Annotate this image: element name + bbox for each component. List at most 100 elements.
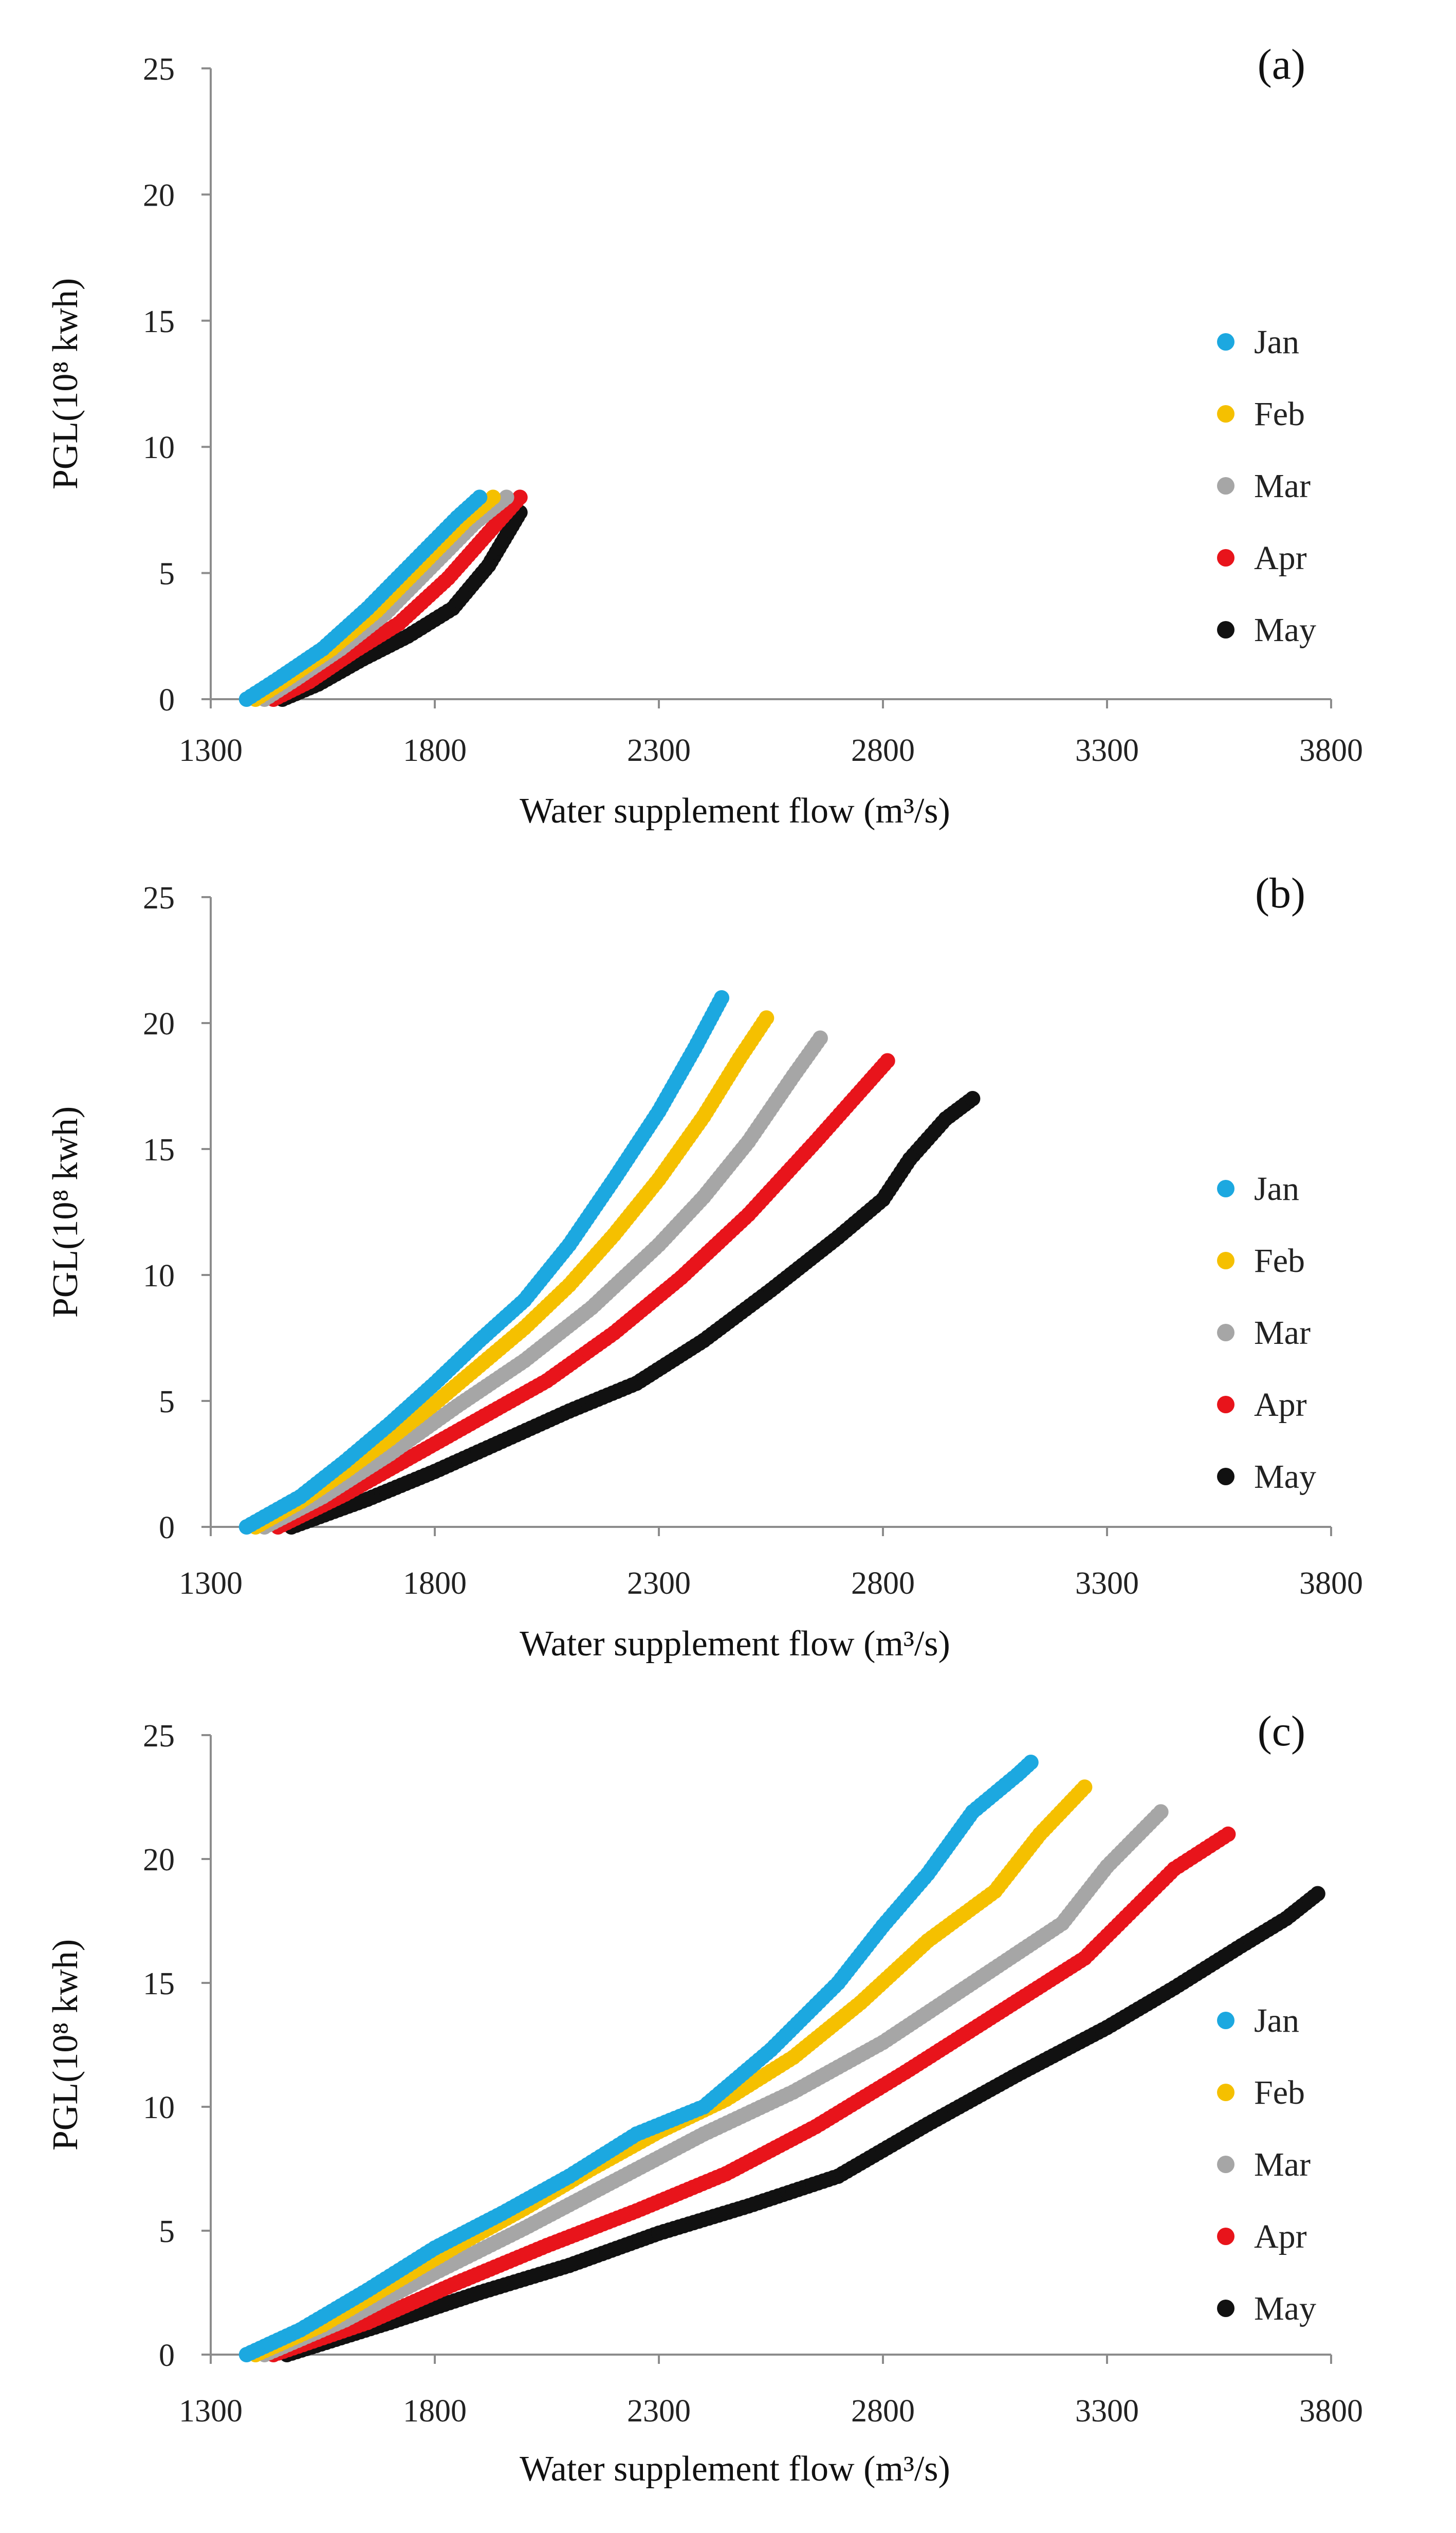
y-tick-label-c-0: 0 bbox=[159, 2338, 175, 2373]
chart-c: 0 5 10 15 20 25 1300 1800 2300 2800 3300 3800 Water … bbox=[46, 1707, 1363, 2489]
legend-label-jan-c: Jan bbox=[1254, 2002, 1299, 2039]
legend-label-feb-a: Feb bbox=[1254, 395, 1305, 433]
y-tick-label-c-5: 5 bbox=[159, 2214, 175, 2249]
x-tick-label-c-2800: 2800 bbox=[851, 2394, 915, 2429]
data-point-apr-c-213 bbox=[1220, 1826, 1236, 1842]
x-tick-label-b-1800: 1800 bbox=[403, 1566, 467, 1601]
chart-b: 0 5 10 15 20 25 1300 1800 2300 2800 3300 3800 Water … bbox=[46, 869, 1363, 1664]
legend-label-mar-c: Mar bbox=[1254, 2146, 1311, 2183]
y-tick-label-a-5: 5 bbox=[159, 557, 175, 592]
x-tick-label-b-2800: 2800 bbox=[851, 1566, 915, 1601]
series-apr-b bbox=[270, 1053, 895, 1535]
legend-label-mar-b: Mar bbox=[1254, 1314, 1311, 1352]
legend-marker-feb-b bbox=[1217, 1252, 1234, 1269]
x-tick-label-c-1800: 1800 bbox=[403, 2394, 467, 2429]
y-tick-label-c-20: 20 bbox=[143, 1843, 175, 1878]
panel-c: 0 5 10 15 20 25 1300 1800 2300 2800 3300 3800 Water … bbox=[0, 1686, 1456, 2533]
x-tick-label-c-2300: 2300 bbox=[627, 2394, 691, 2429]
legend-marker-jan-a bbox=[1217, 333, 1234, 351]
legend-label-apr-a: Apr bbox=[1254, 539, 1307, 577]
x-tick-label-b-2300: 2300 bbox=[627, 1566, 691, 1601]
panel-a: 0 5 10 15 20 25 1300 1800 2300 2800 3300 3800 Water … bbox=[0, 0, 1456, 843]
x-tick-label-c-1300: 1300 bbox=[179, 2394, 243, 2429]
legend-marker-jan-b bbox=[1217, 1180, 1234, 1197]
series-feb-c bbox=[248, 1779, 1093, 2362]
y-axis-label-a: PGL(10⁸ kwh) bbox=[46, 278, 85, 489]
data-point-feb-c-197 bbox=[1077, 1779, 1093, 1795]
series-apr-c bbox=[266, 1826, 1236, 2362]
y-axis-label-b: PGL(10⁸ kwh) bbox=[46, 1106, 85, 1318]
chart-a: 0 5 10 15 20 25 1300 1800 2300 2800 3300 3800 Water … bbox=[46, 41, 1363, 831]
legend-marker-may-c bbox=[1217, 2300, 1234, 2317]
series-jan-c bbox=[238, 1755, 1039, 2362]
y-tick-label-c-25: 25 bbox=[143, 1719, 175, 1754]
data-point-feb-b-141 bbox=[759, 1010, 775, 1026]
x-tick-label-b-3300: 3300 bbox=[1075, 1566, 1139, 1601]
legend-label-may-a: May bbox=[1254, 611, 1316, 649]
x-axis-label-a: Water supplement flow (m³/s) bbox=[520, 791, 950, 831]
data-point-mar-b-147 bbox=[812, 1030, 828, 1046]
x-tick-label-a-3800: 3800 bbox=[1299, 733, 1363, 768]
data-point-feb-a-60 bbox=[485, 489, 501, 505]
y-tick-label-b-20: 20 bbox=[143, 1007, 175, 1042]
legend-marker-apr-c bbox=[1217, 2228, 1234, 2245]
x-tick-label-a-1300: 1300 bbox=[179, 733, 243, 768]
data-point-mar-a-61 bbox=[499, 489, 514, 505]
panel-tag-c: (c) bbox=[1258, 1707, 1305, 1755]
legend-label-jan-a: Jan bbox=[1254, 323, 1299, 361]
data-point-jan-b-140 bbox=[714, 990, 730, 1006]
legend-marker-feb-a bbox=[1217, 405, 1234, 423]
x-tick-label-a-2300: 2300 bbox=[627, 733, 691, 768]
x-tick-label-a-1800: 1800 bbox=[403, 733, 467, 768]
legend-marker-apr-a bbox=[1217, 549, 1234, 567]
x-tick-label-b-3800: 3800 bbox=[1299, 1566, 1363, 1601]
panel-tag-b: (b) bbox=[1255, 869, 1305, 917]
panel-tag-a: (a) bbox=[1258, 41, 1305, 88]
legend-label-mar-a: Mar bbox=[1254, 467, 1311, 505]
data-point-apr-b-151 bbox=[879, 1053, 895, 1069]
y-tick-label-b-10: 10 bbox=[143, 1259, 175, 1293]
legend-marker-mar-a bbox=[1217, 477, 1234, 495]
y-tick-label-c-10: 10 bbox=[143, 2090, 175, 2125]
y-tick-label-c-15: 15 bbox=[143, 1966, 175, 2001]
y-tick-label-b-25: 25 bbox=[143, 881, 175, 916]
legend-marker-mar-b bbox=[1217, 1324, 1234, 1341]
legend-label-feb-b: Feb bbox=[1254, 1242, 1305, 1280]
x-tick-label-b-1300: 1300 bbox=[179, 1566, 243, 1601]
data-point-may-b-158 bbox=[965, 1091, 981, 1106]
panel-b: 0 5 10 15 20 25 1300 1800 2300 2800 3300 3800 Water … bbox=[0, 843, 1456, 1686]
legend-label-apr-c: Apr bbox=[1254, 2218, 1307, 2255]
legend-marker-mar-c bbox=[1217, 2156, 1234, 2173]
x-axis-label-c: Water supplement flow (m³/s) bbox=[520, 2449, 950, 2489]
y-tick-label-a-0: 0 bbox=[159, 683, 175, 718]
legend-label-jan-b: Jan bbox=[1254, 1170, 1299, 1208]
data-point-jan-c-193 bbox=[1023, 1755, 1039, 1771]
y-tick-label-a-15: 15 bbox=[143, 304, 175, 339]
y-tick-label-a-20: 20 bbox=[143, 178, 175, 213]
y-tick-label-b-5: 5 bbox=[159, 1384, 175, 1419]
x-tick-label-a-2800: 2800 bbox=[851, 733, 915, 768]
legend-marker-may-a bbox=[1217, 621, 1234, 639]
x-axis-label-b: Water supplement flow (m³/s) bbox=[520, 1624, 950, 1664]
legend-marker-feb-c bbox=[1217, 2084, 1234, 2101]
y-tick-label-a-25: 25 bbox=[143, 52, 175, 87]
y-axis-label-c: PGL(10⁸ kwh) bbox=[46, 1939, 85, 2151]
legend-label-may-c: May bbox=[1254, 2290, 1316, 2327]
y-tick-label-a-10: 10 bbox=[143, 430, 175, 465]
legend-marker-jan-c bbox=[1217, 2012, 1234, 2029]
data-point-jan-a-60 bbox=[472, 489, 488, 505]
legend-marker-apr-b bbox=[1217, 1396, 1234, 1413]
y-tick-label-b-15: 15 bbox=[143, 1133, 175, 1168]
data-point-mar-c-206 bbox=[1153, 1804, 1169, 1820]
x-tick-label-c-3800: 3800 bbox=[1299, 2394, 1363, 2429]
y-tick-label-b-0: 0 bbox=[159, 1510, 175, 1545]
x-tick-label-c-3300: 3300 bbox=[1075, 2394, 1139, 2429]
data-point-may-c-220 bbox=[1310, 1886, 1325, 1902]
legend-label-apr-b: Apr bbox=[1254, 1386, 1307, 1424]
legend-label-may-b: May bbox=[1254, 1458, 1316, 1496]
data-point-apr-a-63 bbox=[512, 489, 528, 505]
series-jan-b bbox=[238, 990, 730, 1535]
series-may-b bbox=[283, 1091, 981, 1535]
legend-label-feb-c: Feb bbox=[1254, 2074, 1305, 2111]
